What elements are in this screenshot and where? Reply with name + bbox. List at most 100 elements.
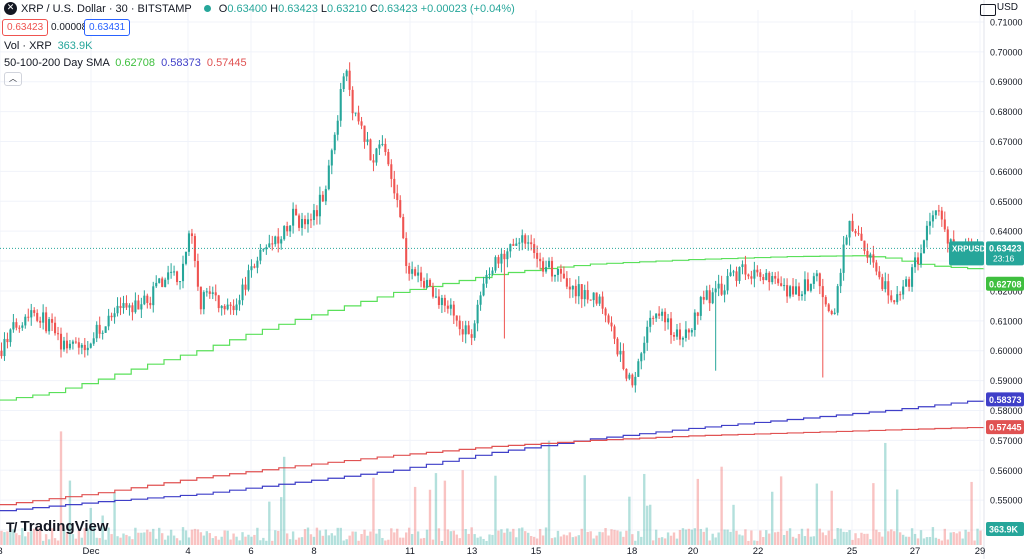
volume-bar [473, 534, 475, 545]
volume-legend[interactable]: Vol · XRP 363.9K [4, 40, 92, 52]
sma-legend[interactable]: 50-100-200 Day SMA 0.62708 0.58373 0.574… [4, 57, 247, 69]
volume-bar [729, 532, 731, 545]
volume-bar [194, 529, 196, 545]
candle-body [3, 339, 5, 356]
volume-bar [417, 531, 419, 545]
volume-bar [530, 536, 532, 545]
candle-body [584, 290, 586, 299]
volume-bar [723, 530, 725, 545]
volume-bar [607, 536, 609, 545]
collapse-legend-button[interactable]: ︿ [4, 72, 22, 86]
candle-body [331, 150, 333, 165]
candle-body [21, 325, 23, 327]
candle-body [102, 333, 104, 334]
y-tick-label: 0.71000 [990, 17, 1023, 27]
last-price-badge: 0.63423 [989, 243, 1022, 253]
volume-bar [146, 530, 148, 545]
volume-bar [848, 530, 850, 545]
volume-bar [795, 538, 797, 545]
volume-bar [381, 538, 383, 545]
price-badges: XRPUSD0.6342323:160.627080.583730.574453… [949, 241, 1024, 536]
volume-bar [622, 537, 624, 545]
settings-icon[interactable] [980, 4, 996, 16]
candle-body [256, 261, 258, 268]
volume-bar [485, 541, 487, 545]
volume-bar [726, 530, 728, 545]
candle-body [593, 293, 595, 301]
volume-badge: 363.9K [989, 525, 1019, 535]
volume-bar [765, 530, 767, 545]
volume-bar [890, 529, 892, 545]
candle-body [860, 234, 862, 241]
candle-body [114, 313, 116, 317]
tradingview-logo[interactable]: T/ TradingView [6, 518, 109, 535]
volume-bar [354, 532, 356, 545]
candle-body [655, 314, 657, 319]
candle-body [670, 318, 672, 335]
volume-bar [584, 475, 586, 545]
volume-bar [104, 540, 106, 545]
market-open-icon [204, 5, 211, 12]
x-tick-label: 4 [185, 546, 190, 557]
y-tick-label: 0.68000 [990, 107, 1023, 117]
currency-selector[interactable]: USD [997, 2, 1018, 13]
volume-bar [720, 467, 722, 545]
volume-bar [191, 530, 193, 545]
candle-body [575, 286, 577, 296]
candle-body [854, 231, 856, 233]
candle-body [369, 139, 371, 160]
candle-body [304, 219, 306, 224]
candle-body [500, 254, 502, 264]
candle-body [572, 286, 574, 290]
candle-body [384, 144, 386, 152]
candle-body [33, 310, 35, 313]
volume-bar [402, 538, 404, 545]
candle-body [512, 244, 514, 246]
candle-body [825, 297, 827, 304]
candle-body [215, 292, 217, 295]
candle-body [239, 300, 241, 304]
candle-body [173, 271, 175, 272]
x-tick-label: 25 [847, 546, 858, 557]
y-tick-label: 0.58000 [990, 406, 1023, 416]
volume-bar [319, 530, 321, 545]
candle-body [738, 267, 740, 281]
candle-body [474, 323, 476, 338]
candle-body [12, 322, 14, 329]
candle-body [387, 152, 389, 164]
candle-body [259, 250, 261, 261]
volume-bar [316, 528, 318, 545]
volume-bar [161, 533, 163, 545]
symbol-title[interactable]: XRP / U.S. Dollar · 30 · BITSTAMP [21, 3, 192, 15]
time-axis[interactable]: 3Dec468111315182022252729 [0, 546, 985, 557]
volume-bar [372, 478, 374, 545]
volume-bar [482, 539, 484, 545]
candle-body [509, 244, 511, 251]
candle-body [283, 226, 285, 239]
change-value: +0.00023 (+0.04%) [421, 3, 515, 15]
candle-body [75, 342, 77, 343]
buy-button[interactable]: 0.63431 [84, 19, 130, 36]
candle-body [441, 298, 443, 305]
candle-body [372, 160, 374, 162]
candle-body [795, 286, 797, 294]
volume-bar [947, 540, 949, 545]
candle-body [325, 189, 327, 201]
candle-body [111, 316, 113, 317]
candle-body [39, 321, 41, 323]
candle-body [732, 271, 734, 272]
volume-bar [509, 532, 511, 545]
candle-body [724, 290, 726, 294]
volume-bar [801, 529, 803, 545]
candle-body [358, 113, 360, 122]
volume-bar [717, 533, 719, 545]
candle-body [381, 144, 383, 145]
candle-body [661, 312, 663, 316]
candle-body [747, 275, 749, 277]
volume-bar [122, 533, 124, 545]
volume-bar [155, 539, 157, 545]
volume-bar [244, 537, 246, 545]
volume-bar [792, 537, 794, 545]
sell-button[interactable]: 0.63423 [2, 19, 48, 36]
